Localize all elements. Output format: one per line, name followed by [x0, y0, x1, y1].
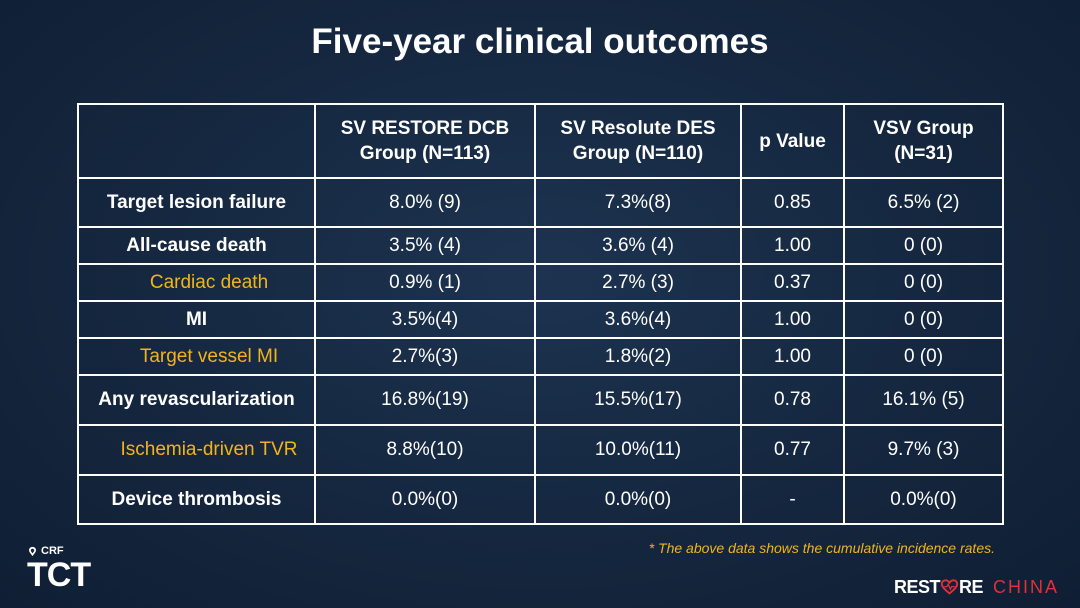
- table-row: Cardiac death 0.9% (1) 2.7% (3) 0.37 0 (…: [77, 263, 1004, 302]
- cell-dcb: 8.8%(10): [314, 424, 536, 476]
- header-des-line1: SV Resolute DES: [560, 118, 716, 139]
- row-label: Target vessel MI: [77, 337, 316, 376]
- cell-vsv: 0 (0): [843, 300, 1004, 339]
- cell-des: 2.7% (3): [534, 263, 742, 302]
- china-label: CHINA: [993, 577, 1060, 597]
- cell-p: 0.85: [740, 177, 845, 228]
- cell-dcb: 0.0%(0): [314, 474, 536, 525]
- cell-vsv: 0 (0): [843, 226, 1004, 265]
- header-dcb-line2: Group (N=113): [359, 143, 491, 164]
- row-label: Ischemia-driven TVR: [77, 424, 316, 476]
- cell-des: 3.6%(4): [534, 300, 742, 339]
- header-p-line1: p Value: [759, 130, 826, 152]
- header-des-line2: Group (N=110): [572, 143, 704, 164]
- header-des-group: SV Resolute DES Group (N=110): [534, 103, 742, 179]
- table-row: Device thrombosis 0.0%(0) 0.0%(0) - 0.0%…: [77, 474, 1004, 525]
- table-row: MI 3.5%(4) 3.6%(4) 1.00 0 (0): [77, 300, 1004, 339]
- row-label: Cardiac death: [77, 263, 316, 302]
- cell-vsv: 0.0%(0): [843, 474, 1004, 525]
- header-empty-cell: [77, 103, 316, 179]
- cell-dcb: 2.7%(3): [314, 337, 536, 376]
- cell-p: 0.77: [740, 424, 845, 476]
- cell-des: 7.3%(8): [534, 177, 742, 228]
- row-label: All-cause death: [77, 226, 316, 265]
- footnote: * The above data shows the cumulative in…: [648, 540, 995, 556]
- crf-line: CRF: [27, 545, 90, 557]
- crf-label: CRF: [41, 545, 64, 557]
- row-label: Any revascularization: [77, 374, 316, 426]
- cell-dcb: 3.5%(4): [314, 300, 536, 339]
- cell-des: 3.6% (4): [534, 226, 742, 265]
- cell-vsv: 0 (0): [843, 337, 1004, 376]
- cell-dcb: 3.5% (4): [314, 226, 536, 265]
- row-label: MI: [77, 300, 316, 339]
- heart-icon: [941, 579, 959, 595]
- header-dcb-group: SV RESTORE DCB Group (N=113): [314, 103, 536, 179]
- cell-des: 0.0%(0): [534, 474, 742, 525]
- cell-p: 1.00: [740, 300, 845, 339]
- restore-part2: RE: [959, 577, 984, 597]
- cell-dcb: 0.9% (1): [314, 263, 536, 302]
- outcomes-table: SV RESTORE DCB Group (N=113) SV Resolute…: [77, 103, 1004, 525]
- crf-swirl-icon: [29, 546, 36, 556]
- cell-p: -: [740, 474, 845, 525]
- cell-vsv: 0 (0): [843, 263, 1004, 302]
- cell-p: 0.37: [740, 263, 845, 302]
- cell-p: 1.00: [740, 337, 845, 376]
- row-label: Device thrombosis: [77, 474, 316, 525]
- cell-vsv: 16.1% (5): [843, 374, 1004, 426]
- cell-dcb: 8.0% (9): [314, 177, 536, 228]
- cell-dcb: 16.8%(19): [314, 374, 536, 426]
- page-title: Five-year clinical outcomes: [311, 22, 769, 61]
- cell-vsv: 6.5% (2): [843, 177, 1004, 228]
- table-row: Any revascularization 16.8%(19) 15.5%(17…: [77, 374, 1004, 426]
- cell-p: 0.78: [740, 374, 845, 426]
- header-p-value: p Value: [740, 103, 845, 179]
- cell-vsv: 9.7% (3): [843, 424, 1004, 476]
- header-vsv-group: VSV Group (N=31): [843, 103, 1004, 179]
- tct-logo: CRF TCT: [27, 545, 91, 594]
- table-row: Ischemia-driven TVR 8.8%(10) 10.0%(11) 0…: [77, 424, 1004, 476]
- restore-part1: REST: [894, 577, 941, 597]
- header-vsv-line2: (N=31): [894, 143, 953, 164]
- cell-p: 1.00: [740, 226, 845, 265]
- restore-china-logo: REST RE CHINA: [894, 577, 1059, 598]
- header-vsv-line1: VSV Group: [873, 118, 974, 139]
- header-dcb-line1: SV RESTORE DCB: [340, 118, 510, 139]
- table-row: Target vessel MI 2.7%(3) 1.8%(2) 1.00 0 …: [77, 337, 1004, 376]
- table-row: All-cause death 3.5% (4) 3.6% (4) 1.00 0…: [77, 226, 1004, 265]
- cell-des: 1.8%(2): [534, 337, 742, 376]
- table-row: Target lesion failure 8.0% (9) 7.3%(8) 0…: [77, 177, 1004, 228]
- cell-des: 10.0%(11): [534, 424, 742, 476]
- table-header-row: SV RESTORE DCB Group (N=113) SV Resolute…: [77, 103, 1004, 179]
- cell-des: 15.5%(17): [534, 374, 742, 426]
- tct-label: TCT: [27, 556, 91, 594]
- row-label: Target lesion failure: [77, 177, 316, 228]
